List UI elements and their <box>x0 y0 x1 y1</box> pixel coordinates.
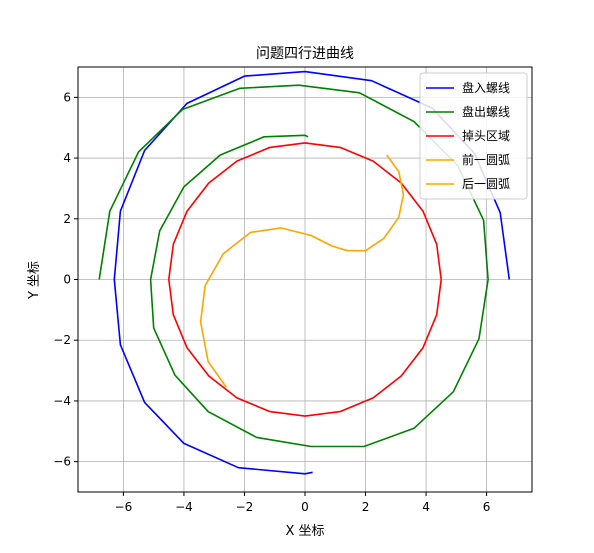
axis-ticks: −6 −4 −2 0 2 4 6 −6 −4 −2 0 2 4 6 <box>53 90 490 514</box>
legend-label: 后一圆弧 <box>462 177 510 191</box>
x-tick-label: 2 <box>362 500 370 514</box>
series-line-4 <box>347 154 405 252</box>
x-tick-label: −4 <box>175 500 193 514</box>
legend-label: 盘出螺线 <box>462 104 510 119</box>
legend-box <box>419 72 528 200</box>
x-tick-label: −6 <box>115 500 133 514</box>
y-tick-label: −4 <box>53 394 71 408</box>
y-tick-label: 4 <box>63 151 71 165</box>
x-axis-title: X 坐标 <box>285 524 324 539</box>
series-lines <box>98 70 511 475</box>
legend-label: 前一圆弧 <box>462 152 510 167</box>
y-axis-title: Y 坐标 <box>27 261 42 300</box>
y-tick-label: 2 <box>63 212 71 226</box>
x-tick-label: −2 <box>236 500 254 514</box>
x-tick-label: 4 <box>422 500 430 514</box>
y-tick-label: −6 <box>53 455 71 469</box>
chart-title: 问题四行进曲线 <box>256 46 354 62</box>
x-tick-label: 0 <box>301 500 309 514</box>
x-tick-label: 6 <box>483 500 491 514</box>
series-line-2 <box>168 142 442 417</box>
y-tick-label: 6 <box>63 90 71 104</box>
series-line-1 <box>98 84 489 448</box>
y-tick-label: −2 <box>53 333 71 347</box>
legend-label: 盘入螺线 <box>462 80 510 95</box>
y-tick-label: 0 <box>63 273 71 287</box>
series-line-3 <box>199 227 348 388</box>
legend-label: 掉头区域 <box>462 129 510 143</box>
